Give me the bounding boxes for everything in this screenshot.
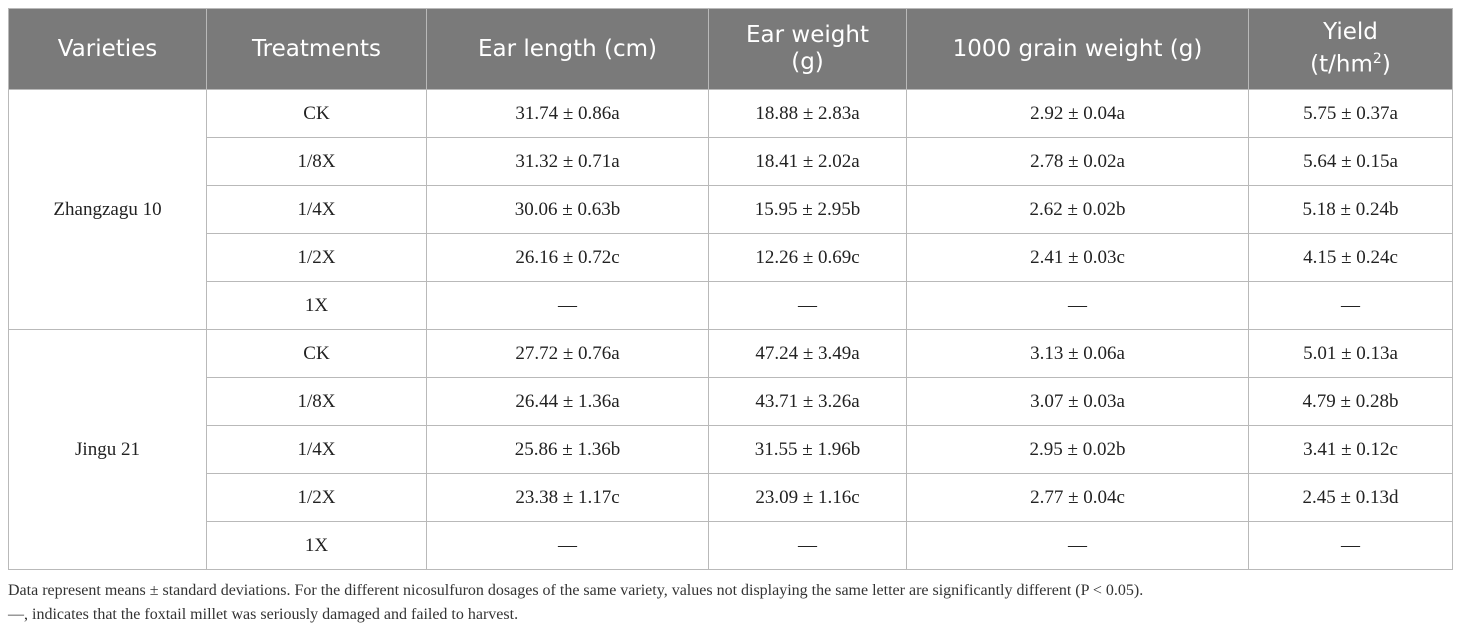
- treatment-cell: 1/8X: [206, 137, 427, 186]
- table-row: 1X — — — —: [9, 521, 1453, 570]
- ear-length-cell: 31.74 ± 0.86a: [426, 89, 709, 138]
- ear-weight-cell: 18.88 ± 2.83a: [708, 89, 907, 138]
- grain-weight-cell: —: [906, 521, 1249, 570]
- table-row: 1/4X 25.86 ± 1.36b 31.55 ± 1.96b 2.95 ± …: [9, 425, 1453, 474]
- header-ear-length: Ear length (cm): [426, 8, 709, 90]
- header-varieties: Varieties: [8, 8, 207, 90]
- ear-length-cell: 26.44 ± 1.36a: [426, 377, 709, 426]
- grain-weight-cell: —: [906, 281, 1249, 330]
- header-yield-unit-close: ): [1381, 51, 1391, 78]
- footnote-statistics: Data represent means ± standard deviatio…: [8, 582, 1144, 599]
- table-row: Jingu 21 CK 27.72 ± 0.76a 47.24 ± 3.49a …: [8, 329, 1453, 570]
- treatment-cell: CK: [206, 89, 427, 138]
- table-row: 1/2X 26.16 ± 0.72c 12.26 ± 0.69c 2.41 ± …: [9, 233, 1453, 282]
- grain-weight-cell: 2.95 ± 0.02b: [906, 425, 1249, 474]
- table-header: Varieties Treatments Ear length (cm) Ear…: [8, 8, 1453, 90]
- yield-cell: 4.79 ± 0.28b: [1248, 377, 1453, 426]
- header-yield-line1: Yield: [1323, 19, 1378, 46]
- yield-cell: 4.15 ± 0.24c: [1248, 233, 1453, 282]
- treatment-cell: CK: [206, 329, 427, 378]
- treatment-cell: 1/4X: [206, 185, 427, 234]
- ear-weight-cell: 15.95 ± 2.95b: [708, 185, 907, 234]
- footnote-dash: —, indicates that the foxtail millet was…: [8, 606, 519, 623]
- variety-cell: Jingu 21: [8, 329, 207, 570]
- ear-weight-cell: 43.71 ± 3.26a: [708, 377, 907, 426]
- yield-cell: 3.41 ± 0.12c: [1248, 425, 1453, 474]
- table-row: 1/8X 26.44 ± 1.36a 43.71 ± 3.26a 3.07 ± …: [9, 377, 1453, 426]
- ear-length-cell: 27.72 ± 0.76a: [426, 329, 709, 378]
- grain-weight-cell: 2.78 ± 0.02a: [906, 137, 1249, 186]
- header-yield: Yield (t/hm2): [1248, 8, 1453, 90]
- treatment-cell: 1/2X: [206, 473, 427, 522]
- yield-cell: 5.01 ± 0.13a: [1248, 329, 1453, 378]
- header-treatments: Treatments: [206, 8, 427, 90]
- table-row: 1/2X 23.38 ± 1.17c 23.09 ± 1.16c 2.77 ± …: [9, 473, 1453, 522]
- ear-weight-cell: 23.09 ± 1.16c: [708, 473, 907, 522]
- yield-cell: —: [1248, 521, 1453, 570]
- yield-cell: 5.64 ± 0.15a: [1248, 137, 1453, 186]
- header-yield-superscript: 2: [1372, 51, 1382, 68]
- ear-weight-cell: —: [708, 281, 907, 330]
- ear-weight-cell: 47.24 ± 3.49a: [708, 329, 907, 378]
- treatment-cell: 1X: [206, 521, 427, 570]
- grain-weight-cell: 2.41 ± 0.03c: [906, 233, 1249, 282]
- table-row: 1/8X 31.32 ± 0.71a 18.41 ± 2.02a 2.78 ± …: [9, 137, 1453, 186]
- ear-length-cell: 30.06 ± 0.63b: [426, 185, 709, 234]
- treatment-cell: 1/2X: [206, 233, 427, 282]
- ear-length-cell: 25.86 ± 1.36b: [426, 425, 709, 474]
- treatment-cell: 1X: [206, 281, 427, 330]
- yield-cell: 5.75 ± 0.37a: [1248, 89, 1453, 138]
- grain-weight-cell: 2.92 ± 0.04a: [906, 89, 1249, 138]
- ear-weight-cell: 18.41 ± 2.02a: [708, 137, 907, 186]
- table-row: 1X — — — —: [9, 281, 1453, 330]
- yield-cell: 5.18 ± 0.24b: [1248, 185, 1453, 234]
- ear-length-cell: —: [426, 281, 709, 330]
- table-body: Zhangzagu 10 CK 31.74 ± 0.86a 18.88 ± 2.…: [8, 89, 1453, 570]
- header-grain-weight: 1000 grain weight (g): [906, 8, 1249, 90]
- table-row: 1/4X 30.06 ± 0.63b 15.95 ± 2.95b 2.62 ± …: [9, 185, 1453, 234]
- header-yield-unit: (t/hm: [1310, 51, 1373, 78]
- ear-length-cell: 26.16 ± 0.72c: [426, 233, 709, 282]
- results-table: Varieties Treatments Ear length (cm) Ear…: [8, 8, 1453, 570]
- grain-weight-cell: 3.13 ± 0.06a: [906, 329, 1249, 378]
- header-row: Varieties Treatments Ear length (cm) Ear…: [8, 8, 1453, 90]
- ear-length-cell: 31.32 ± 0.71a: [426, 137, 709, 186]
- grain-weight-cell: 3.07 ± 0.03a: [906, 377, 1249, 426]
- ear-weight-cell: 31.55 ± 1.96b: [708, 425, 907, 474]
- variety-cell: Zhangzagu 10: [8, 89, 207, 330]
- yield-cell: —: [1248, 281, 1453, 330]
- treatment-cell: 1/8X: [206, 377, 427, 426]
- ear-length-cell: —: [426, 521, 709, 570]
- treatment-cell: 1/4X: [206, 425, 427, 474]
- ear-length-cell: 23.38 ± 1.17c: [426, 473, 709, 522]
- header-ear-weight-line2: (g): [791, 49, 824, 75]
- ear-weight-cell: 12.26 ± 0.69c: [708, 233, 907, 282]
- table-row: Zhangzagu 10 CK 31.74 ± 0.86a 18.88 ± 2.…: [8, 89, 1453, 330]
- ear-weight-cell: —: [708, 521, 907, 570]
- grain-weight-cell: 2.77 ± 0.04c: [906, 473, 1249, 522]
- yield-cell: 2.45 ± 0.13d: [1248, 473, 1453, 522]
- header-ear-weight-line1: Ear weight: [746, 22, 869, 48]
- grain-weight-cell: 2.62 ± 0.02b: [906, 185, 1249, 234]
- header-ear-weight: Ear weight (g): [708, 8, 907, 90]
